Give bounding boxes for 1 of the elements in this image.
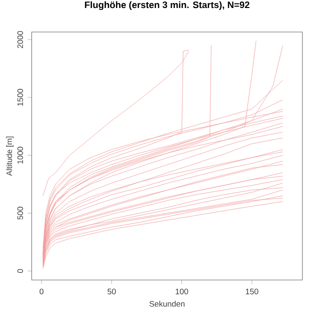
chart-title: Flughöhe (ersten 3 min. Starts), N=92	[84, 1, 250, 10]
